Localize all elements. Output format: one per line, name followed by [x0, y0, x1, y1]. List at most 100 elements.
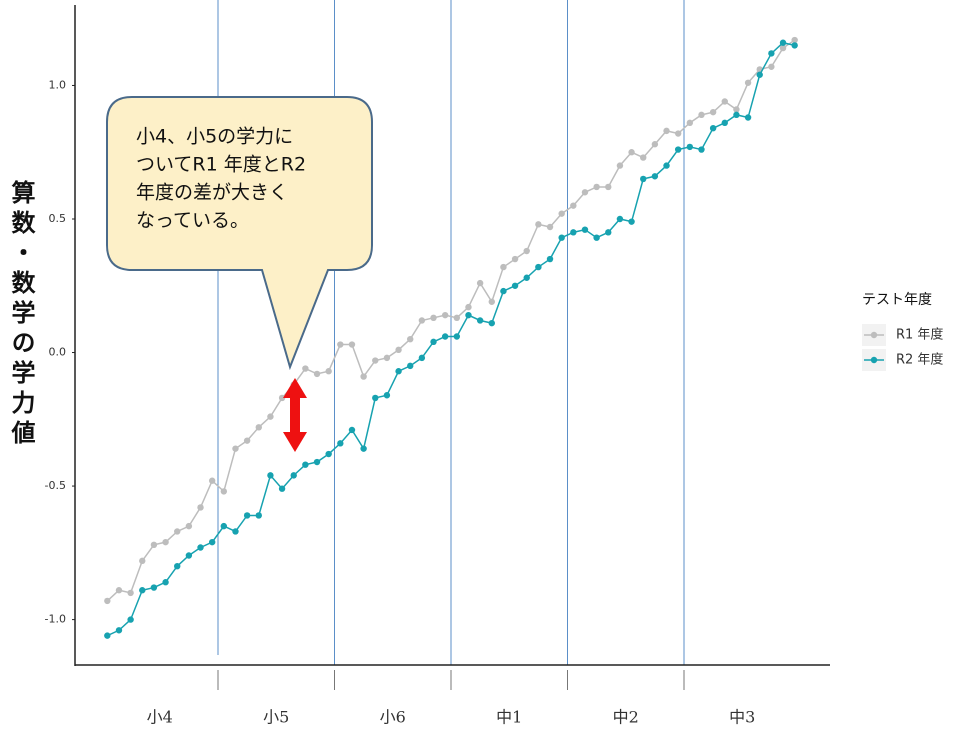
point: [558, 234, 565, 241]
point: [185, 522, 193, 530]
point: [453, 314, 461, 322]
point: [733, 111, 740, 119]
x-tick-label: 小6: [380, 708, 406, 727]
plot: [104, 0, 798, 665]
point: [255, 424, 262, 431]
point: [628, 149, 635, 156]
point: [500, 287, 507, 295]
point: [581, 189, 589, 196]
point: [476, 279, 484, 287]
point: [523, 274, 530, 281]
legend-title: テスト年度: [862, 292, 932, 308]
point: [267, 472, 274, 479]
point: [313, 370, 321, 378]
point: [488, 298, 495, 305]
point: [372, 357, 379, 364]
point: [768, 50, 775, 57]
point: [570, 229, 577, 236]
point: [441, 333, 449, 340]
point: [407, 335, 414, 343]
point: [791, 36, 798, 44]
point: [791, 42, 798, 49]
point: [721, 119, 728, 127]
point: [337, 341, 344, 348]
point: [302, 365, 309, 372]
point: [430, 338, 437, 346]
point: [232, 445, 239, 452]
point: [779, 44, 787, 52]
point: [733, 106, 740, 113]
legend-key-point: [870, 356, 878, 364]
point: [663, 162, 670, 169]
point: [418, 354, 426, 362]
point: [605, 229, 612, 236]
point: [127, 589, 134, 597]
point: [348, 426, 356, 434]
point: [546, 255, 554, 263]
point: [150, 541, 158, 549]
callout-box: [106, 96, 373, 371]
point: [197, 544, 204, 551]
point: [278, 485, 286, 492]
point: [208, 477, 216, 484]
point: [255, 512, 262, 519]
point: [115, 587, 123, 594]
point: [104, 597, 111, 605]
point: [360, 373, 367, 380]
point: [779, 39, 787, 46]
point: [383, 354, 391, 362]
point: [616, 162, 624, 169]
point: [465, 303, 472, 311]
point: [232, 528, 239, 535]
difference-arrow: [283, 378, 307, 452]
point: [651, 141, 659, 148]
x-tick-label: 中1: [496, 708, 522, 727]
point: [395, 368, 402, 375]
x-tick-label: 小4: [147, 708, 173, 727]
point: [651, 173, 659, 180]
point: [721, 98, 728, 105]
point: [395, 346, 402, 354]
point: [150, 584, 158, 591]
point: [523, 247, 530, 255]
point: [535, 263, 542, 271]
point: [674, 130, 682, 137]
point: [325, 450, 332, 458]
point: [663, 127, 670, 135]
point: [162, 579, 169, 586]
point: [348, 341, 356, 348]
point: [360, 445, 367, 452]
point: [500, 263, 507, 271]
point: [698, 146, 705, 153]
legend-key-point: [870, 331, 878, 339]
point: [698, 111, 705, 119]
point: [104, 632, 111, 639]
y-axis-title: 算数・数学の学力値: [7, 179, 36, 450]
point: [185, 552, 193, 559]
point: [313, 458, 321, 466]
point: [581, 226, 589, 233]
point: [174, 562, 181, 570]
point: [593, 183, 600, 191]
point: [511, 282, 519, 289]
point: [476, 317, 484, 324]
y-tick-label: 1.0: [49, 78, 67, 91]
point: [243, 437, 251, 444]
point: [616, 215, 624, 223]
point: [220, 488, 228, 495]
point: [174, 528, 181, 535]
point: [640, 154, 647, 161]
point: [337, 440, 344, 447]
point: [640, 175, 647, 183]
point: [535, 221, 542, 228]
legend-label: R2 年度: [896, 352, 943, 368]
callout-text: ついてR1 年度とR2: [136, 154, 306, 176]
point: [744, 79, 752, 86]
x-tick-label: 中3: [729, 708, 755, 727]
point: [383, 392, 391, 399]
point: [430, 314, 437, 322]
point: [243, 512, 251, 519]
point: [709, 108, 717, 116]
